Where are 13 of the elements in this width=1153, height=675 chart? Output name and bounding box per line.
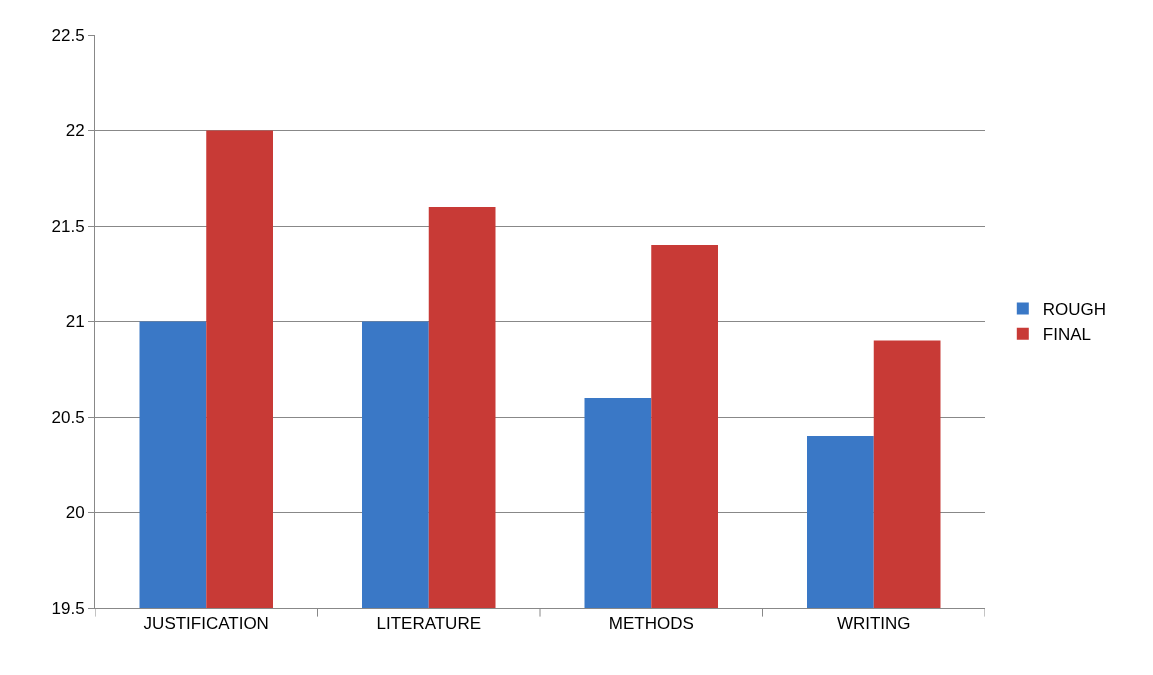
y-tick-label: 20 [65, 503, 85, 523]
y-tick-label: 22.5 [51, 25, 85, 45]
legend-label: FINAL [1042, 325, 1091, 345]
y-tick-label: 21.5 [51, 216, 85, 236]
legend-label: ROUGH [1042, 300, 1107, 320]
y-tick-label: 22 [65, 121, 85, 141]
y-tick-label: 19.5 [51, 598, 85, 618]
x-tick-label: METHODS [608, 614, 694, 634]
x-tick-label: JUSTIFICATION [143, 614, 269, 634]
y-tick-label: 21 [65, 312, 85, 332]
x-tick-label: LITERATURE [376, 614, 482, 634]
y-tick-label: 20.5 [51, 407, 85, 427]
x-tick-label: WRITING [836, 614, 911, 634]
